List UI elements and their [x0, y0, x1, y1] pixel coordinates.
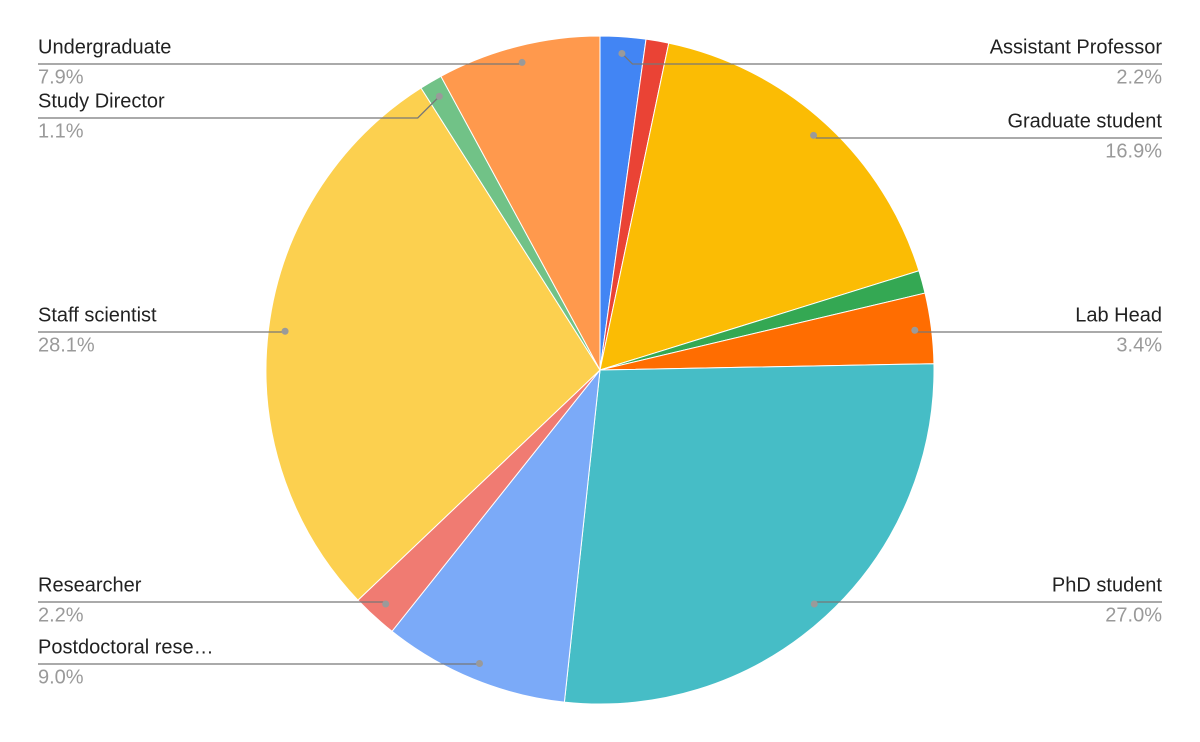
leader-line: [38, 61, 523, 65]
slice-value-label: 1.1%: [38, 120, 84, 142]
leader-dot: [618, 49, 626, 57]
pie-slice: [265, 87, 601, 601]
leader-dot: [518, 58, 526, 66]
slice-label: Lab Head: [1075, 304, 1162, 326]
slice-label: Staff scientist: [38, 304, 157, 326]
leader-line: [621, 52, 1162, 65]
pie-slice: [563, 363, 935, 705]
slice-value-label: 28.1%: [38, 334, 95, 356]
pie-slice: [599, 42, 920, 371]
leader-dot: [810, 600, 818, 608]
slice-label: Study Director: [38, 90, 165, 112]
slice-value-label: 9.0%: [38, 666, 84, 688]
leader-line: [914, 329, 1162, 333]
leader-line: [38, 330, 286, 333]
leader-dot: [281, 327, 289, 335]
slice-label: Undergraduate: [38, 36, 171, 58]
slice-label: Graduate student: [1007, 110, 1162, 132]
pie-slice: [440, 35, 601, 371]
leader-line: [38, 95, 440, 119]
slice-value-label: 7.9%: [38, 66, 84, 88]
leader-dot: [382, 600, 390, 608]
slice-value-label: 27.0%: [1105, 604, 1162, 626]
slice-value-label: 2.2%: [38, 604, 84, 626]
slice-value-label: 3.4%: [1116, 334, 1162, 356]
leader-line: [813, 134, 1162, 139]
slice-label: PhD student: [1052, 574, 1163, 596]
slice-value-label: 2.2%: [1116, 66, 1162, 88]
leader-dot: [911, 326, 919, 334]
leader-line: [38, 601, 387, 605]
leader-dot: [810, 131, 818, 139]
leader-dot: [435, 92, 443, 100]
pie-slice: [391, 368, 601, 703]
slice-value-label: 16.9%: [1105, 140, 1162, 162]
leader-dot: [475, 660, 483, 668]
slice-label: Researcher: [38, 574, 142, 596]
slice-label: Postdoctoral rese…: [38, 636, 214, 658]
slice-label: Assistant Professor: [990, 36, 1163, 58]
